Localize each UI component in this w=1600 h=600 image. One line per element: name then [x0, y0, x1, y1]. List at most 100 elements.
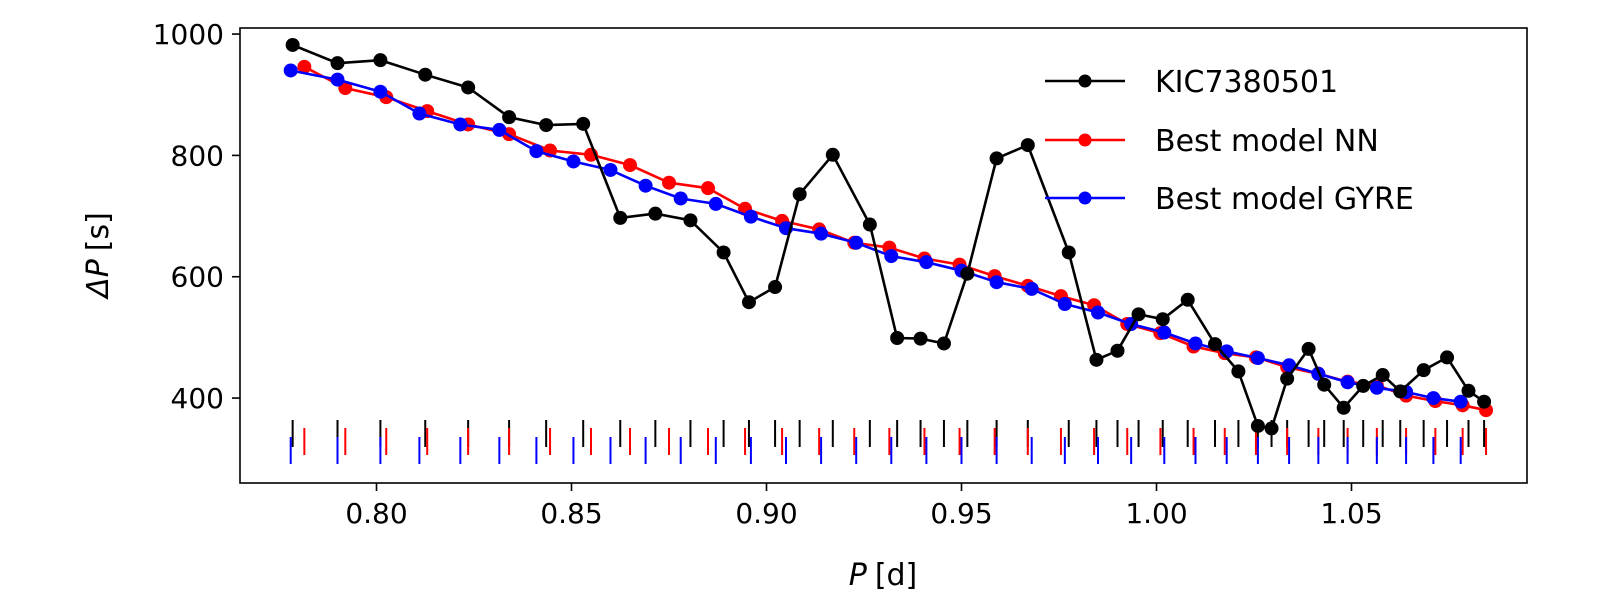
data-point: [960, 266, 975, 281]
data-point: [1110, 343, 1125, 358]
legend-marker-gyre: [1078, 191, 1092, 205]
data-point: [461, 80, 476, 95]
data-point: [648, 206, 663, 221]
data-point: [1155, 312, 1170, 327]
data-point: [1356, 378, 1371, 393]
x-tick-label: 1.00: [1125, 497, 1187, 530]
y-axis: 400 600 800 1000: [153, 18, 240, 415]
data-point: [1089, 352, 1104, 367]
data-point: [1157, 325, 1172, 340]
data-point: [1231, 364, 1246, 379]
data-point: [683, 213, 698, 228]
data-point: [1461, 383, 1476, 398]
y-tick-label: 400: [171, 382, 224, 415]
data-point: [768, 280, 783, 295]
data-point: [662, 175, 676, 190]
data-point: [890, 331, 905, 346]
data-point: [989, 151, 1004, 166]
data-point: [814, 226, 829, 241]
y-tick-label: 1000: [153, 18, 224, 51]
data-point: [373, 84, 388, 99]
data-point: [412, 106, 427, 121]
data-point: [913, 331, 928, 346]
data-point: [1024, 281, 1039, 296]
data-point: [285, 37, 300, 52]
x-axis-label: P [d]: [849, 558, 918, 593]
data-point: [1208, 337, 1222, 352]
data-point: [330, 56, 345, 71]
data-point: [741, 295, 756, 310]
data-point: [603, 162, 618, 177]
x-tick-label: 0.85: [540, 497, 602, 530]
data-point: [492, 122, 507, 137]
data-point: [283, 63, 298, 78]
data-point: [1180, 292, 1195, 307]
data-point: [576, 116, 591, 131]
series-layer: [283, 37, 1494, 436]
data-point: [1416, 363, 1431, 378]
data-point: [566, 154, 581, 169]
data-point: [539, 118, 554, 133]
data-point: [330, 72, 345, 87]
x-tick-label: 0.95: [930, 497, 992, 530]
legend-label-nn: Best model NN: [1155, 124, 1379, 159]
data-point: [1091, 305, 1105, 320]
data-point: [1301, 341, 1316, 356]
x-tick-label: 0.90: [735, 497, 797, 530]
period-spacing-rug: [289, 420, 1488, 464]
y-tick-label: 800: [171, 139, 224, 172]
plot-frame: [239, 27, 1528, 484]
data-point: [529, 144, 544, 159]
data-point: [936, 336, 951, 351]
legend-label-kic: KIC7380501: [1155, 65, 1338, 100]
legend-label-gyre: Best model GYRE: [1155, 182, 1414, 217]
data-point: [701, 181, 715, 196]
data-point: [1440, 350, 1455, 365]
data-point: [1057, 297, 1072, 312]
data-point: [1477, 394, 1492, 409]
data-point: [792, 187, 807, 202]
data-point: [708, 196, 723, 211]
data-point: [716, 245, 731, 260]
data-point: [638, 178, 653, 193]
legend-marker-nn: [1078, 133, 1092, 147]
data-point: [1250, 351, 1265, 366]
data-point: [1317, 377, 1332, 392]
data-point: [502, 110, 517, 125]
data-point: [1336, 400, 1351, 415]
data-point: [919, 255, 934, 270]
data-point: [418, 67, 433, 82]
data-point: [453, 117, 468, 132]
data-point: [297, 59, 312, 74]
data-point: [1426, 391, 1441, 406]
data-point: [989, 275, 1004, 290]
data-point: [1020, 138, 1035, 153]
data-point: [1453, 394, 1468, 409]
x-axis: 0.80 0.85 0.90 0.95 1.00 1.05: [345, 483, 1383, 530]
x-tick-label: 0.80: [345, 497, 407, 530]
data-point: [862, 217, 877, 232]
data-point: [373, 53, 388, 68]
data-point: [884, 249, 899, 264]
data-point: [1061, 245, 1076, 260]
data-point: [743, 209, 758, 224]
data-point: [1393, 384, 1408, 399]
data-point: [613, 210, 628, 225]
data-point: [623, 158, 637, 173]
y-axis-label: ΔP[s]: [81, 212, 116, 300]
data-point: [1250, 418, 1265, 433]
y-tick-label: 600: [171, 261, 224, 294]
data-point: [849, 235, 864, 250]
data-point: [825, 147, 840, 162]
data-point: [1340, 375, 1355, 390]
data-point: [1280, 371, 1295, 386]
data-point: [1369, 380, 1384, 395]
data-point: [1188, 336, 1203, 351]
data-point: [673, 191, 688, 206]
data-point: [1282, 358, 1297, 373]
data-point: [1131, 307, 1146, 322]
data-point: [1264, 421, 1279, 436]
legend: KIC7380501 Best model NN Best model GYRE: [1045, 65, 1414, 217]
legend-marker-kic: [1078, 74, 1092, 88]
